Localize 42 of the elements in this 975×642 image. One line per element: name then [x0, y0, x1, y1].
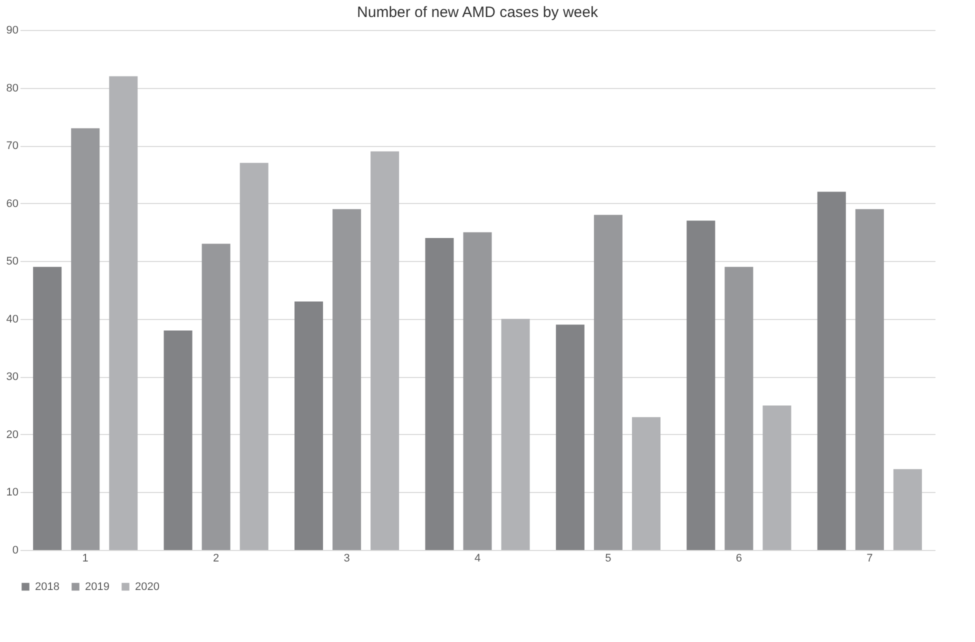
- y-tick-label: 70: [6, 140, 18, 152]
- bar: [425, 238, 454, 550]
- bar: [817, 192, 846, 550]
- y-tick-label: 30: [6, 371, 18, 384]
- bar: [556, 324, 584, 550]
- legend-label: 2019: [85, 580, 110, 593]
- bar: [164, 330, 192, 550]
- bar: [594, 214, 622, 550]
- bar: [370, 151, 400, 550]
- bar: [686, 220, 716, 550]
- bar: [332, 209, 362, 550]
- bar: [240, 162, 268, 550]
- x-tick-label: 3: [344, 552, 350, 564]
- x-tick-label: 5: [605, 552, 612, 564]
- bar: [71, 128, 100, 550]
- chart-title: Number of new AMD cases by week: [357, 4, 598, 21]
- y-tick-label: 60: [6, 198, 18, 210]
- y-tick-label: 20: [6, 428, 18, 441]
- legend-label: 2018: [35, 580, 60, 593]
- bar: [855, 209, 884, 550]
- bar: [893, 469, 922, 550]
- bar: [724, 266, 754, 550]
- legend-label: 2020: [135, 580, 160, 593]
- y-tick-label: 50: [6, 256, 18, 268]
- x-tick-label: 1: [82, 552, 88, 564]
- x-tick-label: 6: [736, 552, 742, 564]
- bar: [202, 244, 230, 550]
- x-tick-label: 4: [474, 552, 481, 564]
- y-tick-label: 10: [6, 486, 18, 499]
- x-tick-label: 7: [866, 552, 873, 564]
- bar: [463, 232, 492, 550]
- bar: [109, 76, 138, 550]
- x-tick-label: 2: [213, 552, 220, 564]
- bar: [501, 318, 530, 550]
- bar: [762, 406, 792, 550]
- y-tick-label: 90: [6, 24, 18, 36]
- y-tick-label: 40: [6, 313, 18, 326]
- bar: [33, 266, 62, 550]
- bar: [294, 302, 324, 550]
- y-tick-label: 80: [6, 82, 18, 94]
- bar: [632, 417, 660, 550]
- y-tick-label: 0: [12, 544, 18, 556]
